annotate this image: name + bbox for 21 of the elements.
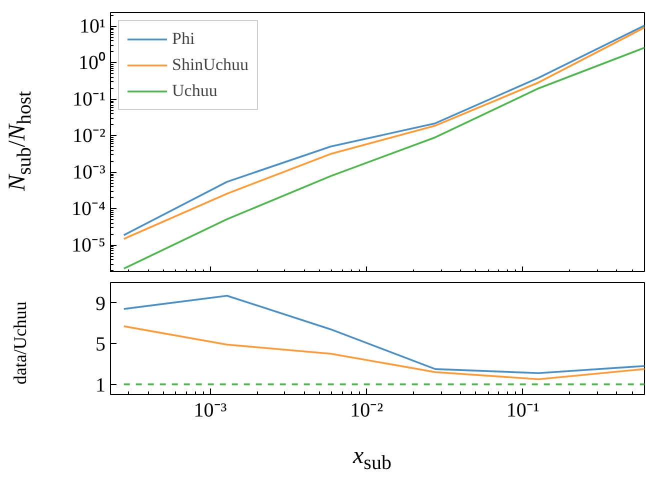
line-series bbox=[122, 325, 644, 380]
legend-label: Phi bbox=[172, 29, 195, 49]
y-tick-label: 5 bbox=[96, 334, 106, 356]
y-tick-label: 10¹ bbox=[80, 15, 106, 38]
x-tick-label: 10⁻¹ bbox=[506, 400, 540, 422]
y-tick-label: 10⁰ bbox=[78, 50, 106, 74]
y-tick-label: 1 bbox=[96, 374, 106, 396]
y-tick-label: 10⁻¹ bbox=[72, 88, 106, 110]
y-tick-label: 10⁻² bbox=[72, 124, 106, 147]
y-tick-label: 10⁻⁵ bbox=[72, 234, 106, 256]
x-tick-label: 10⁻³ bbox=[194, 400, 227, 422]
legend-label: Uchuu bbox=[172, 81, 218, 101]
line-series bbox=[122, 294, 644, 374]
y-tick-label: 9 bbox=[96, 292, 106, 315]
x-tick-label: 10⁻² bbox=[350, 400, 384, 422]
x-axis-title: x$_{sub}$ bbox=[353, 443, 392, 474]
legend-label: ShinUchuu bbox=[172, 55, 248, 75]
y-tick-label: 10⁻⁴ bbox=[72, 198, 106, 220]
y-tick-label: 10⁻³ bbox=[72, 161, 106, 184]
line-series bbox=[122, 46, 644, 270]
y-axis-title: data/Uchuu bbox=[10, 302, 30, 384]
